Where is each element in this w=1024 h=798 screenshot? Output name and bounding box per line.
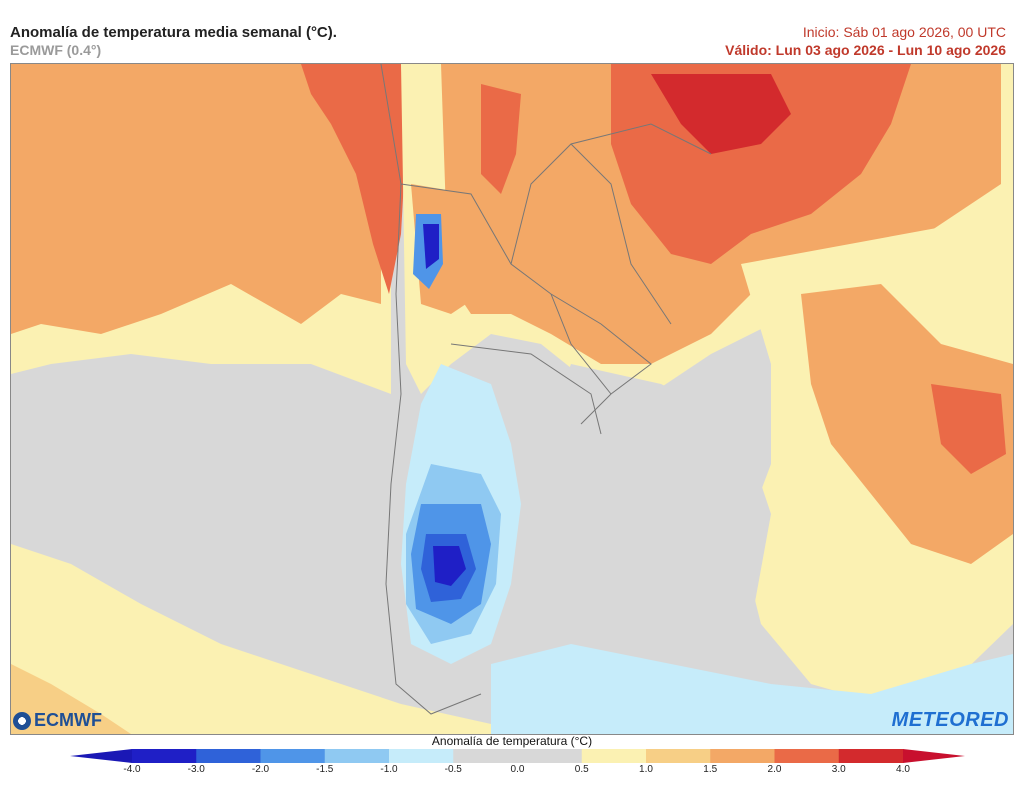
colorbar-title: Anomalía de temperatura (°C) — [431, 734, 593, 748]
colorbar-tick-label: -4.0 — [123, 764, 141, 775]
colorbar-segment — [260, 749, 326, 763]
meteored-logo: METEORED — [891, 709, 1009, 731]
pacific-warm — [11, 64, 381, 334]
colorbar-tick-label: -2.0 — [251, 764, 270, 775]
southern-cool-light — [491, 644, 1013, 734]
colorbar-tick-label: -3.0 — [187, 764, 205, 775]
colorbar-tick-label: 4.0 — [896, 764, 910, 775]
init-time: Inicio: Sáb 01 ago 2026, 00 UTC — [802, 24, 1006, 40]
colorbar-segment — [324, 749, 390, 763]
south-pacific-warm-mid — [11, 664, 131, 734]
colorbar-segment — [196, 749, 261, 763]
colorbar — [70, 749, 965, 763]
colorbar-tick-label: -1.0 — [380, 764, 398, 775]
anomaly-field — [11, 64, 1013, 734]
ecmwf-icon — [13, 711, 31, 730]
patagonia-extreme-cold — [433, 546, 466, 586]
pacific-hot-coast — [301, 64, 406, 294]
ecmwf-logo: ECMWF — [13, 710, 102, 731]
colorbar-segment — [389, 749, 454, 763]
south-pacific-warm-light — [11, 544, 491, 734]
continent-very-hot — [651, 74, 791, 154]
colorbar-segment — [453, 749, 518, 763]
map-title: Anomalía de temperatura media semanal (°… — [10, 24, 337, 41]
country-borders — [380, 64, 712, 715]
atlantic-neutral — [531, 364, 771, 674]
atlantic-warm — [801, 284, 1013, 564]
colorbar-segment — [710, 749, 775, 763]
colorbar-segment — [581, 749, 647, 763]
model-label: ECMWF (0.4°) — [10, 42, 102, 58]
colorbar-segment — [132, 749, 197, 763]
colorbar-tick-label: 1.5 — [703, 764, 718, 775]
colorbar-min-extension — [70, 749, 132, 763]
colorbar-segment — [838, 749, 904, 763]
colorbar-max-extension — [903, 749, 965, 763]
colorbar-tick-label: 3.0 — [831, 764, 846, 775]
andes-extreme-cold-spot — [423, 224, 439, 269]
colorbar-tick-label: -1.5 — [316, 764, 334, 775]
colorbar-tick-label: 0.5 — [574, 764, 589, 775]
atlantic-hot — [931, 384, 1006, 474]
colorbar-ticks: -4.0 -3.0 -2.0 -1.5 -1.0 -0.5 0.0 0.5 1.0 1.5 2.0 3… — [0, 764, 1024, 778]
anomaly-map: ECMWF METEORED — [10, 63, 1014, 735]
colorbar-tick-label: 1.0 — [639, 764, 653, 775]
colorbar-tick-label: 2.0 — [767, 764, 782, 775]
ecmwf-logo-text: ECMWF — [34, 710, 102, 730]
colorbar-segment — [646, 749, 711, 763]
valid-period: Válido: Lun 03 ago 2026 - Lun 10 ago 202… — [725, 42, 1006, 58]
colorbar-segment — [517, 749, 583, 763]
colorbar-tick-label: -0.5 — [444, 764, 462, 775]
colorbar-tick-label: 0.0 — [510, 764, 525, 775]
colorbar-segment — [774, 749, 840, 763]
andes-hot — [481, 84, 521, 194]
